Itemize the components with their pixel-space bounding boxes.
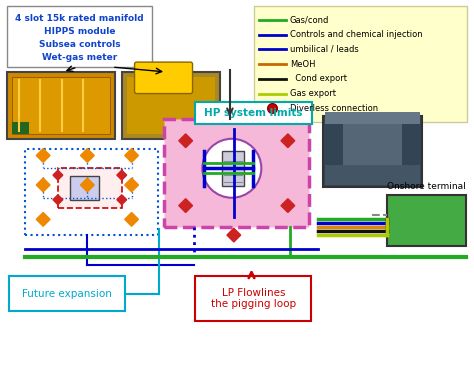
Polygon shape: [53, 170, 63, 180]
Polygon shape: [281, 134, 295, 147]
Text: Gas/cond: Gas/cond: [290, 15, 329, 25]
FancyBboxPatch shape: [135, 62, 192, 94]
FancyBboxPatch shape: [325, 112, 419, 124]
FancyBboxPatch shape: [127, 77, 215, 134]
FancyBboxPatch shape: [387, 195, 466, 246]
Polygon shape: [227, 228, 241, 242]
Polygon shape: [125, 213, 138, 226]
Circle shape: [202, 139, 261, 198]
Polygon shape: [281, 199, 295, 213]
FancyBboxPatch shape: [323, 116, 421, 187]
FancyBboxPatch shape: [195, 276, 311, 321]
Text: Future expansion: Future expansion: [22, 288, 112, 299]
FancyBboxPatch shape: [325, 165, 419, 185]
Polygon shape: [53, 195, 63, 205]
Polygon shape: [36, 213, 50, 226]
Polygon shape: [179, 134, 192, 147]
Polygon shape: [179, 199, 192, 213]
FancyBboxPatch shape: [70, 176, 99, 200]
FancyBboxPatch shape: [222, 150, 244, 186]
Text: MeOH: MeOH: [290, 60, 315, 68]
Text: Onshore terminal: Onshore terminal: [387, 182, 466, 191]
Text: Wet-gas meter: Wet-gas meter: [42, 53, 117, 62]
Text: Controls and chemical injection: Controls and chemical injection: [290, 30, 422, 39]
FancyBboxPatch shape: [7, 72, 115, 139]
Polygon shape: [36, 149, 50, 163]
Polygon shape: [36, 178, 50, 192]
Text: Subsea controls: Subsea controls: [39, 40, 120, 49]
FancyBboxPatch shape: [255, 6, 467, 122]
FancyBboxPatch shape: [9, 276, 125, 311]
Polygon shape: [81, 178, 94, 192]
Text: HP system limits: HP system limits: [204, 108, 303, 118]
Text: HIPPS module: HIPPS module: [44, 27, 115, 36]
Polygon shape: [125, 178, 138, 192]
Polygon shape: [125, 149, 138, 163]
FancyBboxPatch shape: [12, 77, 110, 134]
FancyBboxPatch shape: [164, 119, 310, 227]
Text: Gas export: Gas export: [290, 89, 336, 98]
Polygon shape: [81, 149, 94, 163]
Text: Cond export: Cond export: [290, 74, 347, 83]
Polygon shape: [117, 170, 127, 180]
FancyBboxPatch shape: [343, 124, 402, 179]
Text: LP Flowlines
the pigging loop: LP Flowlines the pigging loop: [211, 288, 296, 309]
FancyBboxPatch shape: [194, 102, 312, 124]
Text: umbilical / leads: umbilical / leads: [290, 45, 359, 54]
FancyBboxPatch shape: [122, 72, 220, 139]
FancyBboxPatch shape: [12, 122, 29, 134]
Text: Diverless connection: Diverless connection: [290, 104, 378, 113]
Polygon shape: [117, 195, 127, 205]
Text: 4 slot 15k rated manifold: 4 slot 15k rated manifold: [15, 14, 144, 23]
FancyBboxPatch shape: [7, 6, 152, 67]
FancyBboxPatch shape: [58, 168, 122, 208]
